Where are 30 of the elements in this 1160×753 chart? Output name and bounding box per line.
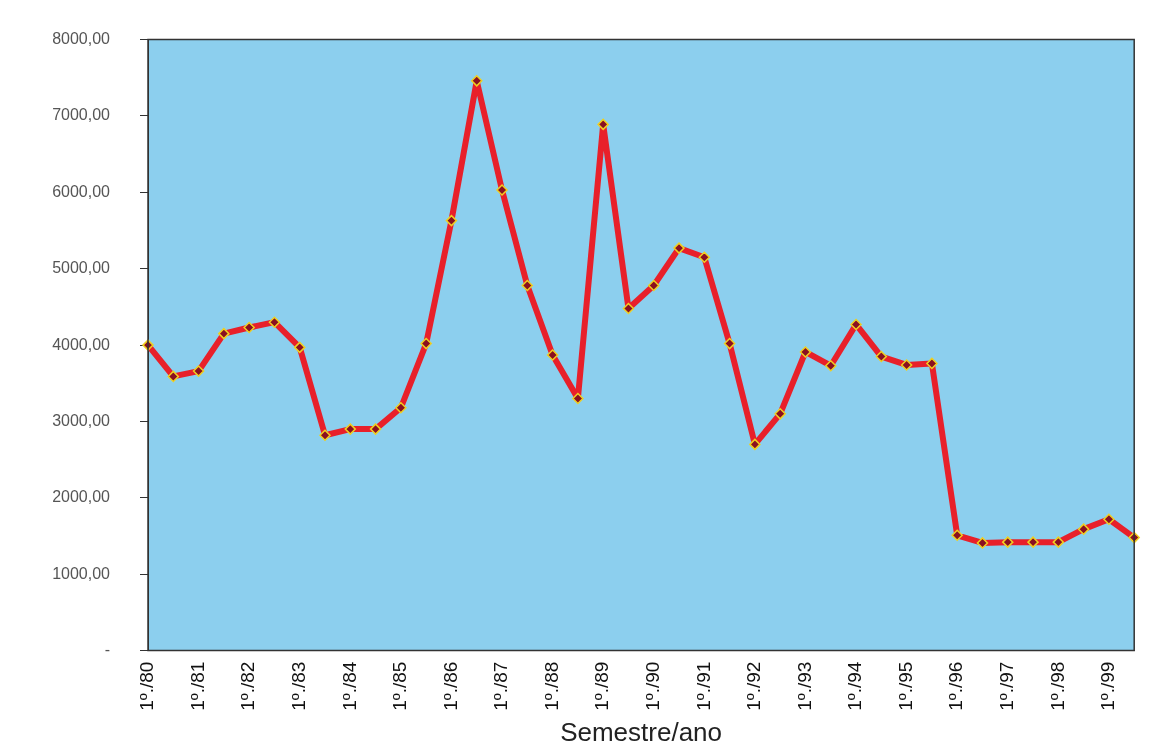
x-tick-label: 1º./80 — [136, 661, 158, 711]
x-tick-label: 1º./95 — [894, 661, 916, 711]
y-tick-label: - — [104, 641, 110, 659]
y-tick-label: 5000,00 — [52, 259, 111, 277]
x-tick-label: 1º./91 — [692, 661, 714, 711]
x-tick-label: 1º./88 — [540, 661, 562, 711]
y-tick-label: 2000,00 — [52, 488, 111, 506]
x-tick-label: 1º./86 — [439, 661, 461, 711]
x-tick-label: 1º./99 — [1097, 661, 1119, 711]
y-tick-label: 8000,00 — [52, 30, 111, 48]
x-tick-label: 1º./98 — [1046, 661, 1068, 711]
x-tick-label: 1º./90 — [641, 661, 663, 711]
y-tick-label: 1000,00 — [52, 564, 111, 582]
x-tick-label: 1º./87 — [490, 661, 512, 711]
y-tick-label: 4000,00 — [52, 335, 111, 353]
y-tick-label: 3000,00 — [52, 411, 111, 429]
x-tick-label: 1º./92 — [743, 661, 765, 711]
x-tick-label: 1º./89 — [591, 661, 613, 711]
x-tick-label: 1º./97 — [996, 661, 1017, 711]
x-tick-label: 1º./93 — [793, 661, 815, 711]
x-tick-label: 1º./82 — [237, 661, 259, 711]
x-tick-label: 1º./85 — [389, 661, 411, 711]
x-tick-label: 1º./96 — [945, 661, 967, 711]
y-tick-label: 6000,00 — [52, 182, 111, 200]
y-tick-label: 7000,00 — [52, 106, 111, 124]
x-tick-label: 1º./94 — [844, 661, 866, 711]
x-axis-title: Semestre/ano — [560, 716, 723, 747]
x-tick-label: 1º./84 — [338, 661, 360, 711]
x-tick-label: 1º./81 — [186, 661, 208, 711]
x-tick-label: 1º./83 — [287, 661, 309, 711]
